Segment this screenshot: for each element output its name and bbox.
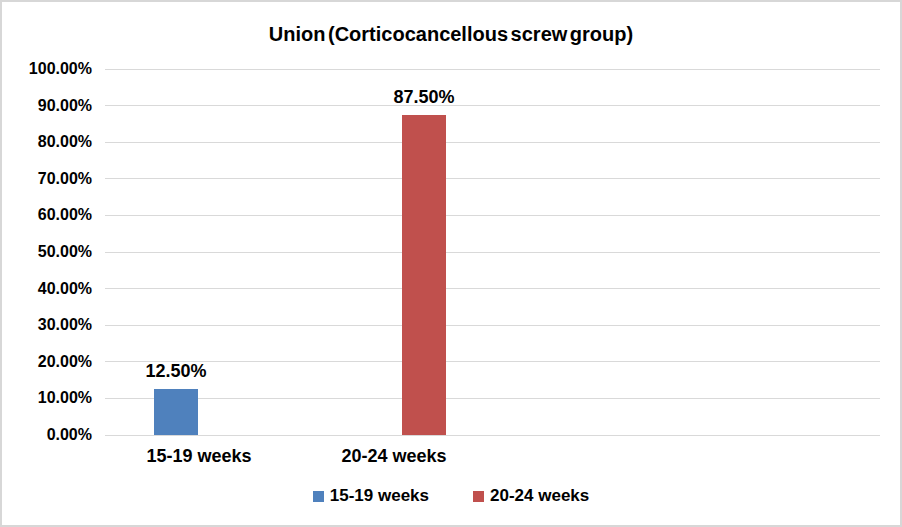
legend-label: 20-24 weeks [490, 486, 589, 506]
y-tick-label: 70.00% [2, 170, 92, 188]
gridline [105, 215, 880, 216]
data-label: 12.50% [116, 362, 236, 380]
y-tick-label: 40.00% [2, 280, 92, 298]
gridline [105, 105, 880, 106]
y-tick-label: 20.00% [2, 353, 92, 371]
bar-chart: Union (Corticocancellous screw group) 10… [0, 0, 902, 527]
legend-item: 15-19 weeks [313, 486, 429, 506]
gridline [105, 398, 880, 399]
y-tick-label: 0.00% [2, 426, 92, 444]
gridline [105, 288, 880, 289]
gridline [105, 178, 880, 179]
y-tick-label: 30.00% [2, 316, 92, 334]
y-tick-label: 10.00% [2, 389, 92, 407]
data-label: 87.50% [364, 88, 484, 106]
x-axis-label: 15-19 weeks [119, 446, 279, 466]
y-tick-label: 100.00% [2, 60, 92, 78]
legend-item: 20-24 weeks [473, 486, 589, 506]
x-axis-label: 20-24 weeks [314, 446, 474, 466]
y-tick-label: 90.00% [2, 97, 92, 115]
gridline [105, 69, 880, 70]
legend-label: 15-19 weeks [330, 486, 429, 506]
bar-15-19-weeks [154, 389, 198, 435]
gridline [105, 325, 880, 326]
legend-swatch-icon [313, 491, 324, 502]
y-tick-label: 60.00% [2, 206, 92, 224]
y-tick-label: 50.00% [2, 243, 92, 261]
x-axis-line [105, 435, 880, 436]
bar-20-24-weeks [402, 115, 446, 435]
gridline [105, 252, 880, 253]
y-tick-label: 80.00% [2, 133, 92, 151]
gridline [105, 142, 880, 143]
chart-title: Union (Corticocancellous screw group) [2, 23, 900, 46]
legend: 15-19 weeks 20-24 weeks [2, 486, 900, 506]
legend-swatch-icon [473, 491, 484, 502]
